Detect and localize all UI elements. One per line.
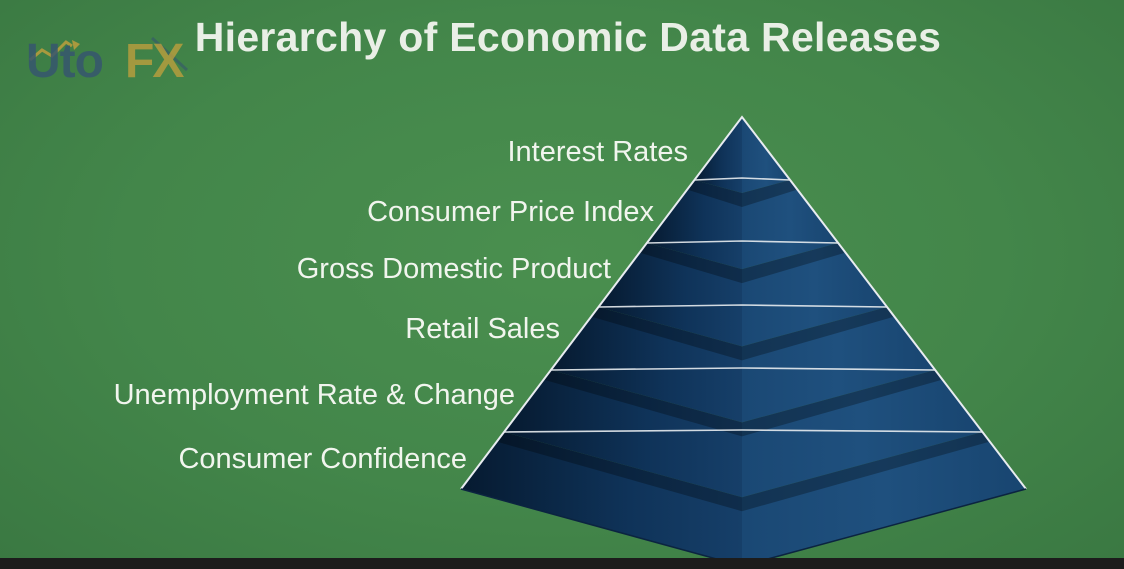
pyramid-level-left-face (646, 180, 742, 270)
pyramid-level-6 (461, 429, 1026, 566)
pyramid-level-right-face (742, 243, 888, 347)
pyramid-level-left-face (550, 307, 742, 423)
pyramid-level-right-face (742, 307, 936, 423)
chart-arrow-icon (29, 36, 189, 72)
pyramid-level-4 (550, 304, 936, 423)
pyramid-level-shadow (688, 180, 797, 208)
pyramid-level-shadow (640, 243, 845, 284)
level-label-consumer-confidence: Consumer Confidence (178, 443, 467, 475)
pyramid-level-right-face (742, 432, 1026, 566)
pyramid-level-5 (504, 367, 983, 498)
pyramid-level-divider (598, 304, 888, 308)
pyramid-level-right-face (742, 180, 839, 270)
pyramid-level-divider (694, 177, 791, 181)
pyramid-level-1 (694, 117, 791, 194)
pyramid-level-left-face (461, 432, 742, 566)
slide-title: Hierarchy of Economic Data Releases (194, 14, 942, 60)
pyramid-level-left-face (694, 117, 742, 194)
pyramid-level-right-face (742, 117, 791, 194)
pyramid-level-divider (504, 429, 983, 433)
pyramid-level-shadow (592, 307, 894, 361)
level-label-consumer-price-index: Consumer Price Index (367, 196, 654, 228)
bottom-strip (0, 558, 1124, 569)
pyramid-level-left-face (504, 370, 742, 498)
pyramid-level-left-face (598, 243, 742, 347)
logo-accent-text: FX (125, 35, 184, 88)
pyramid-outline (460, 115, 1027, 490)
level-label-gross-domestic-product: Gross Domestic Product (296, 253, 611, 285)
level-label-interest-rates: Interest Rates (507, 136, 688, 168)
pyramid-level-2 (646, 177, 839, 270)
pyramid-level-right-face (742, 370, 983, 498)
pyramid-level-divider (550, 367, 936, 371)
level-label-unemployment-rate: Unemployment Rate & Change (113, 379, 515, 411)
pyramid-level-shadow (544, 370, 942, 437)
pyramid-level-divider (646, 240, 839, 244)
logo-text: Uto (26, 35, 104, 88)
logo (22, 30, 197, 94)
level-label-retail-sales: Retail Sales (405, 313, 560, 345)
pyramid-level-3 (598, 240, 888, 347)
